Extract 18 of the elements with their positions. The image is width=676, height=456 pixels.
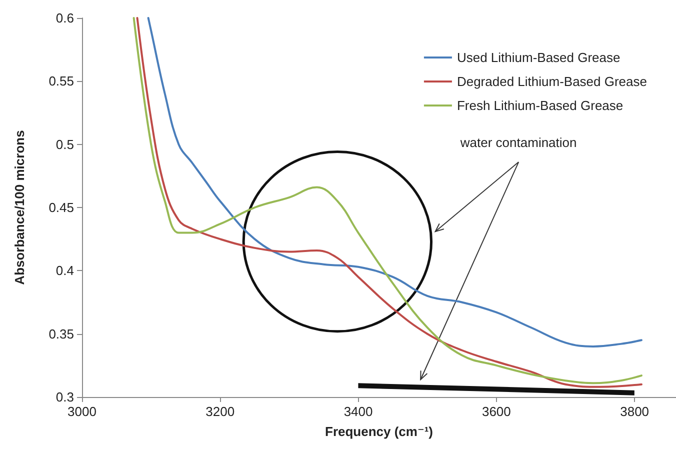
x-tick-label: 3800 xyxy=(620,404,650,419)
y-tick-label: 0.55 xyxy=(48,74,74,89)
x-tick-label: 3000 xyxy=(68,404,96,419)
y-tick-label: 0.3 xyxy=(56,390,74,404)
y-tick-label: 0.5 xyxy=(56,136,74,152)
y-tick-label: 0.45 xyxy=(48,200,74,215)
y-tick-label: 0.4 xyxy=(56,263,74,278)
annotation: water contamination xyxy=(459,134,577,150)
x-axis-title: Frequency (cm⁻¹) xyxy=(325,424,433,439)
y-tick-label: 0.35 xyxy=(48,326,74,342)
y-tick-label: 0.6 xyxy=(56,10,74,26)
x-tick-label: 3600 xyxy=(482,404,511,419)
legend-label: Degraded Lithium-Based Grease xyxy=(456,74,648,89)
legend-label: Used Lithium-Based Grease xyxy=(456,50,620,65)
x-tick-label: 3400 xyxy=(344,404,373,419)
x-tick-label: 3200 xyxy=(206,404,235,419)
legend-label: Fresh Lithium-Based Grease xyxy=(456,98,624,113)
y-axis-title: Absorbance/100 microns xyxy=(12,130,27,285)
